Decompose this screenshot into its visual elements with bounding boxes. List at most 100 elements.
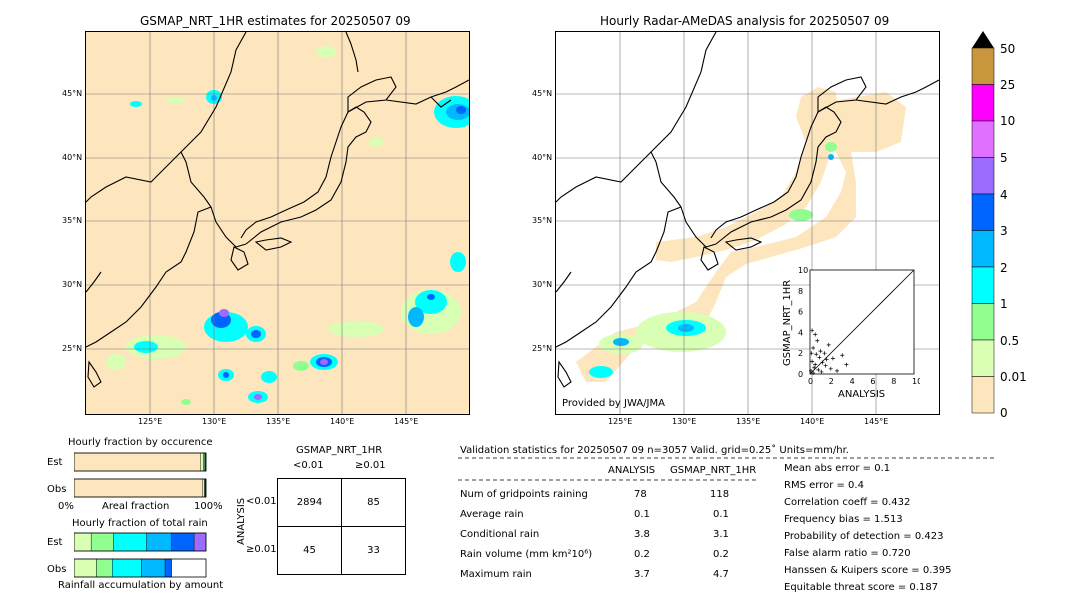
cbar-label-5: 5 (1000, 151, 1008, 165)
total-title: Hourly fraction of total rain (72, 518, 208, 529)
score-ets: Equitable threat score = 0.187 (784, 582, 939, 593)
colorbar-segment (971, 157, 995, 195)
scatter-ytick: 4 (798, 328, 803, 337)
radar-coastlines (556, 32, 939, 388)
fraction-bar-segment (141, 558, 166, 578)
contingency-table: 2894 85 45 33 (277, 478, 406, 575)
gsmap-rain-patches (106, 46, 469, 405)
gsmap-map (85, 31, 470, 415)
occurrence-axis-mid: Areal fraction (102, 501, 170, 512)
stat-label: Rain volume (mm km²10⁶) (460, 549, 593, 560)
right-lon-125: 125°E (608, 417, 633, 426)
colorbar (971, 31, 995, 414)
left-lat-40: 40°N (62, 153, 83, 162)
colorbar-segment (971, 266, 995, 304)
colorbar-segment (971, 230, 995, 268)
scatter-point (823, 363, 828, 368)
right-lat-25: 25°N (532, 344, 553, 353)
score-hk: Hanssen & Kuipers score = 0.395 (784, 565, 952, 576)
stat-gsmap: 3.1 (713, 529, 729, 540)
stat-label: Maximum rain (460, 569, 532, 580)
fraction-bar-segment (164, 558, 172, 578)
fraction-bar-segment (146, 532, 172, 552)
total-bars (74, 532, 207, 578)
fraction-bar-frame (74, 452, 207, 472)
scatter-point (818, 349, 823, 354)
contingency-row-0: <0.01 (246, 496, 277, 507)
right-lat-35: 35°N (532, 216, 553, 225)
scatter-point (810, 359, 815, 364)
colorbar-segment (971, 339, 995, 377)
scatter-point (811, 370, 816, 375)
right-lon-140: 140°E (800, 417, 825, 426)
score-pod: Probability of detection = 0.423 (784, 531, 944, 542)
validation-divider (458, 457, 996, 459)
scatter-ticks: 00 2 2 4 4 6 6 8 8 10 10 (798, 266, 920, 386)
stat-gsmap: 118 (710, 489, 730, 500)
fraction-bar-segment (74, 558, 97, 578)
right-map-title: Hourly Radar-AMeDAS analysis for 2025050… (600, 14, 890, 28)
contingency-cell: 85 (341, 478, 406, 527)
stat-gsmap: 0.1 (713, 509, 729, 520)
stat-analysis: 0.1 (634, 509, 650, 520)
total-row-obs: Obs (47, 564, 67, 575)
scatter-point (817, 355, 822, 360)
scatter-point (813, 332, 818, 337)
scatter-xtick: 4 (850, 377, 855, 386)
scatter-point (815, 338, 820, 343)
cbar-label-4: 4 (1000, 188, 1008, 202)
colorbar-extend-arrow (972, 31, 994, 48)
left-lon-125: 125°E (138, 417, 163, 426)
contingency-col-0: <0.01 (293, 460, 324, 471)
validation-header: Validation statistics for 20250507 09 n=… (460, 445, 849, 456)
contingency-cell: 45 (277, 526, 342, 575)
scatter-xtick: 2 (829, 377, 834, 386)
fraction-bar-segment (74, 452, 201, 472)
right-lon-145: 145°E (864, 417, 889, 426)
validation-col-gsmap: GSMAP_NRT_1HR (670, 465, 757, 476)
occurrence-row-obs: Obs (47, 484, 67, 495)
fraction-bar-segment (113, 532, 147, 552)
scatter-ytick: 6 (798, 308, 803, 317)
radar-credit: Provided by JWA/JMA (562, 398, 665, 409)
colorbar-segment (971, 120, 995, 158)
cbar-label-0: 0 (1000, 406, 1008, 420)
fraction-bar-segment (193, 532, 207, 552)
left-lat-45: 45°N (62, 89, 83, 98)
cbar-label-50: 50 (1000, 42, 1016, 56)
right-lat-30: 30°N (532, 280, 553, 289)
scatter-point (820, 360, 825, 365)
gsmap-map-canvas (86, 32, 469, 414)
gsmap-grid (86, 32, 469, 414)
radar-map-canvas (556, 32, 939, 414)
cbar-label-2: 2 (1000, 261, 1008, 275)
fraction-bar-segment (200, 452, 204, 472)
score-rms: RMS error = 0.4 (784, 480, 864, 491)
contingency-row-1: ≥0.01 (246, 544, 277, 555)
occurrence-title: Hourly fraction by occurence (68, 437, 213, 448)
fraction-bar-frame (74, 558, 207, 578)
scatter-points (809, 328, 849, 375)
colorbar-segment (971, 303, 995, 341)
stat-gsmap: 4.7 (713, 569, 729, 580)
left-lon-140: 140°E (330, 417, 355, 426)
scatter-point (809, 368, 814, 373)
scatter-ytick: 2 (798, 349, 803, 358)
stat-analysis: 78 (634, 489, 647, 500)
cbar-label-10: 10 (1000, 114, 1016, 128)
scatter-ytick: 8 (798, 287, 803, 296)
stat-analysis: 0.2 (634, 549, 650, 560)
cbar-label-25: 25 (1000, 78, 1016, 92)
scatter-xtick: 8 (891, 377, 896, 386)
contingency-cell: 33 (341, 526, 406, 575)
scatter-diagonal (809, 269, 915, 375)
scatter-ytick: 0 (798, 370, 803, 379)
left-lon-130: 130°E (202, 417, 227, 426)
occurrence-axis-left: 0% (58, 501, 74, 512)
stat-label: Conditional rain (460, 529, 540, 540)
colorbar-segment (971, 47, 995, 85)
scatter-inset: 00 2 2 4 4 6 6 8 8 10 10 (798, 266, 920, 386)
total-row-est: Est (47, 537, 63, 548)
right-lat-40: 40°N (532, 153, 553, 162)
fraction-bar-segment (171, 532, 195, 552)
